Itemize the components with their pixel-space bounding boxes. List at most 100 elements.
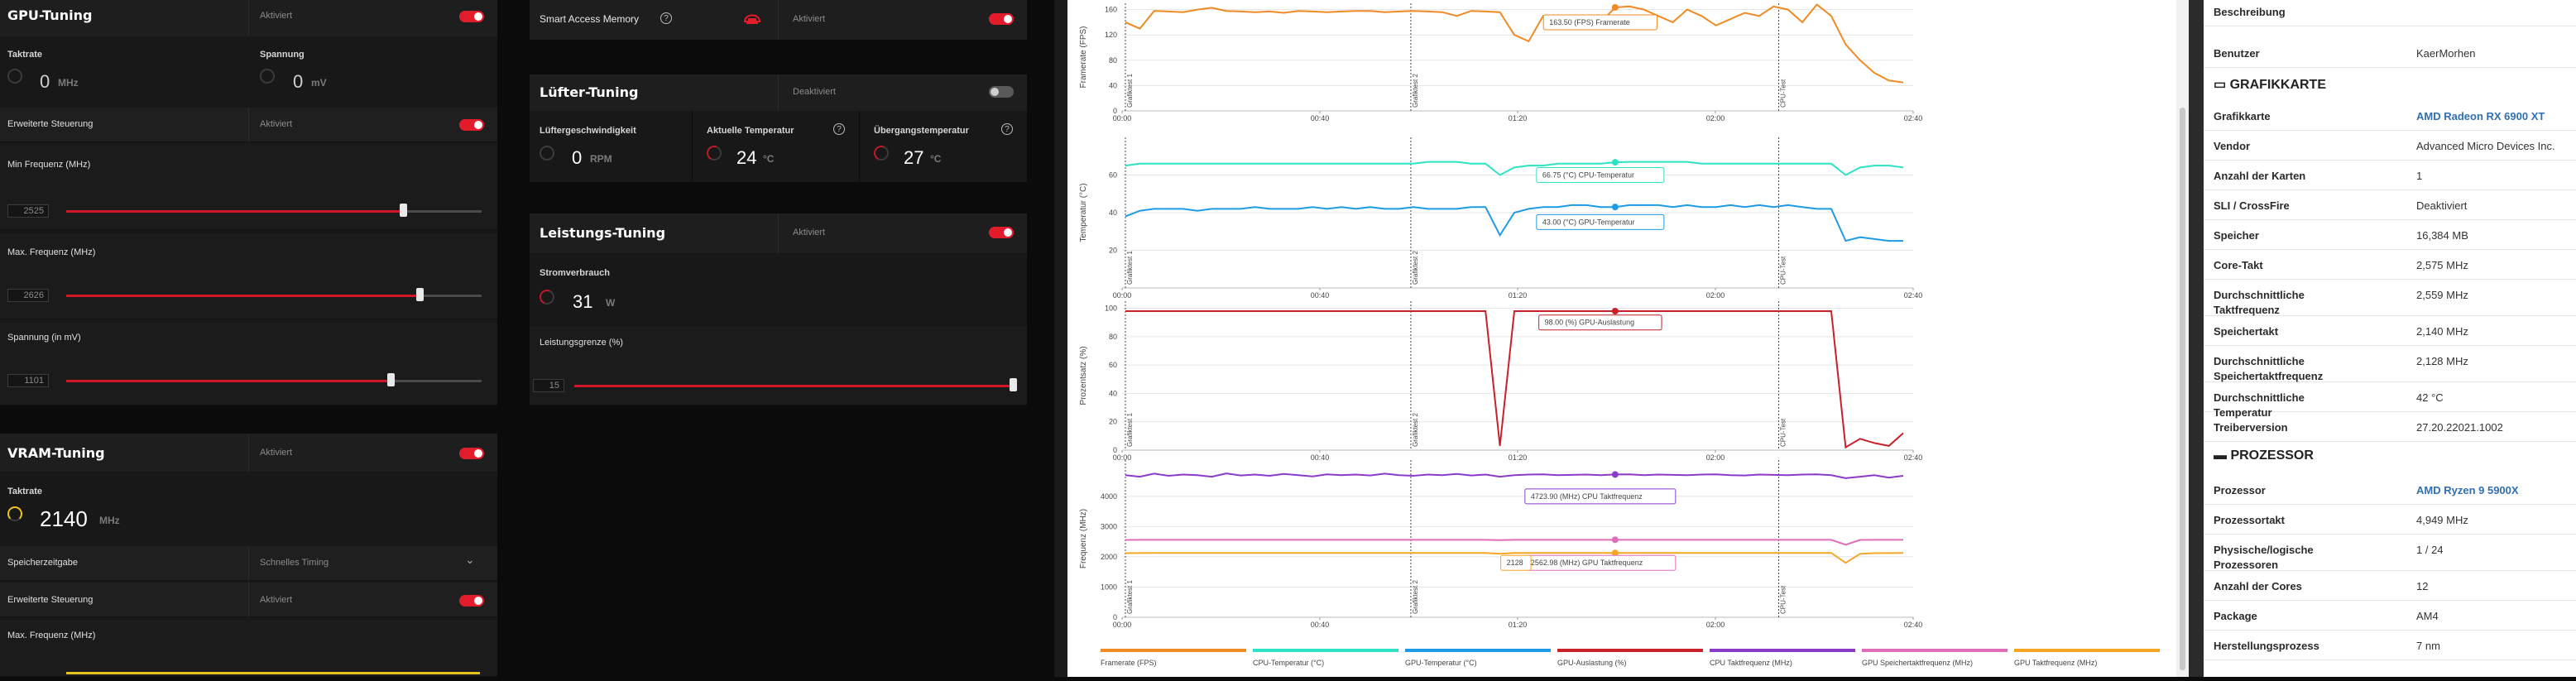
divider: [778, 0, 779, 40]
y-tick-label: 40: [1109, 209, 1117, 217]
series-line: [1125, 204, 1903, 242]
hover-point: [1611, 3, 1619, 11]
tooltip-box: [1542, 14, 1657, 31]
vram-max-freq-slider-fill[interactable]: [66, 672, 480, 674]
info-value: 7 nm: [2416, 640, 2440, 652]
fan-tuning-panel: Lüfter-Tuning Deaktiviert Lüftergeschwin…: [530, 74, 1027, 182]
info-value: Advanced Micro Devices Inc.: [2416, 140, 2555, 152]
max-freq-slider-thumb[interactable]: [416, 288, 424, 301]
chart-scrollbar-thumb[interactable]: [2180, 108, 2185, 670]
chevron-down-icon[interactable]: ⌄: [465, 553, 475, 566]
voltage-slider-thumb[interactable]: [387, 373, 395, 386]
current-temp-unit: °C: [763, 153, 775, 165]
advanced-control-toggle[interactable]: [459, 119, 484, 131]
current-temp-gauge-icon: [704, 143, 724, 163]
min-freq-slider-thumb[interactable]: [400, 204, 407, 217]
memory-timing-label: Speicherzeitgabe: [7, 558, 79, 568]
power-limit-slider-thumb[interactable]: [1010, 378, 1017, 391]
series-line: [1125, 3, 1904, 84]
row-divider: [2204, 381, 2576, 382]
legend-label: CPU Taktfrequenz (MHz): [1710, 659, 1792, 667]
info-value: 1 / 24: [2416, 544, 2444, 556]
row-divider: [2204, 411, 2576, 412]
transition-temp-label: Übergangstemperatur: [874, 126, 969, 136]
info-value: 16,384 MB: [2416, 229, 2468, 242]
power-tuning-toggle[interactable]: [989, 227, 1014, 238]
info-value: 42 °C: [2416, 391, 2444, 404]
fan-tuning-title: Lüfter-Tuning: [540, 84, 639, 100]
y-axis-label: Prozentsatz (%): [1079, 346, 1088, 405]
min-freq-label: Min Frequenz (MHz): [7, 160, 91, 170]
x-tick-label: 00:40: [1311, 114, 1330, 122]
x-tick-label: 00:00: [1113, 621, 1132, 629]
help-icon[interactable]: ?: [1001, 123, 1013, 135]
current-temp-value: 24: [736, 147, 757, 168]
vram-advanced-toggle[interactable]: [459, 595, 484, 607]
x-tick-label: 02:40: [1904, 291, 1923, 300]
help-icon[interactable]: ?: [833, 123, 845, 135]
y-axis-label: Framerate (FPS): [1079, 26, 1088, 88]
lane-label: CPU-Test: [1779, 585, 1787, 614]
taktrate-label: Taktrate: [7, 50, 42, 60]
vram-advanced-label: Erweiterte Steuerung: [7, 595, 94, 605]
x-tick-label: 01:20: [1509, 291, 1528, 300]
divider: [692, 111, 693, 182]
gpu-tuning-status: Aktiviert: [260, 11, 293, 21]
gpu-tuning-toggle[interactable]: [459, 11, 484, 22]
y-tick-label: 80: [1109, 333, 1117, 341]
taktrate-value: 0: [40, 71, 50, 92]
gpu-tuning-panel: GPU-Tuning Aktiviert Taktrate 0 MHz Span…: [0, 0, 497, 405]
min-freq-input[interactable]: 2525: [7, 204, 49, 218]
y-tick-label: 4000: [1101, 492, 1117, 501]
lane-label: Grafiktest 2: [1412, 413, 1419, 447]
spannung-label: Spannung: [260, 50, 305, 60]
vram-tuning-toggle[interactable]: [459, 448, 484, 459]
info-key: Grafikkarte: [2214, 110, 2271, 122]
y-tick-label: 60: [1109, 171, 1117, 180]
x-tick-label: 02:00: [1706, 453, 1725, 462]
lane-label: Grafiktest 1: [1126, 251, 1134, 285]
x-tick-label: 00:40: [1311, 621, 1330, 629]
consumption-label: Stromverbrauch: [540, 268, 610, 278]
consumption-gauge-icon: [537, 287, 557, 307]
info-value: 2,128 MHz: [2416, 355, 2468, 367]
lane-label: CPU-Test: [1779, 79, 1787, 108]
x-tick-label: 00:00: [1113, 453, 1132, 462]
info-key: SLI / CrossFire: [2214, 199, 2290, 212]
fan-tuning-toggle[interactable]: [989, 86, 1014, 98]
y-tick-label: 40: [1109, 389, 1117, 397]
max-freq-input[interactable]: 2626: [7, 289, 49, 302]
y-tick-label: 20: [1109, 418, 1117, 426]
y-tick-label: 100: [1105, 305, 1117, 313]
hover-point: [1611, 308, 1619, 314]
sam-toggle[interactable]: [989, 13, 1014, 25]
divider: [248, 583, 249, 617]
legend-swatch: [1405, 649, 1551, 652]
power-limit-input[interactable]: 15: [533, 379, 564, 392]
info-key: Physische/logische Prozessoren: [2214, 544, 2314, 571]
voltage-input[interactable]: 1101: [7, 374, 49, 387]
row-divider: [2204, 345, 2576, 346]
y-tick-label: 60: [1109, 361, 1117, 369]
hover-point: [1611, 159, 1619, 166]
power-tuning-title: Leistungs-Tuning: [540, 225, 666, 241]
y-tick-label: 2000: [1101, 553, 1117, 561]
info-value-link[interactable]: AMD Ryzen 9 5900X: [2416, 484, 2519, 496]
info-value-link[interactable]: AMD Radeon RX 6900 XT: [2416, 110, 2545, 122]
row-divider: [2204, 441, 2576, 442]
info-value: AM4: [2416, 610, 2439, 622]
max-freq-label: Max. Frequenz (MHz): [7, 247, 96, 257]
y-tick-label: 3000: [1101, 522, 1117, 530]
legend-swatch: [1862, 649, 2008, 652]
row-divider: [2204, 219, 2576, 220]
vram-tuning-title: VRAM-Tuning: [7, 445, 105, 461]
voltage-slider-fill: [66, 380, 391, 382]
y-tick-label: 80: [1109, 56, 1117, 65]
memory-timing-select[interactable]: Schnelles Timing: [260, 558, 329, 568]
x-tick-label: 02:40: [1904, 453, 1923, 462]
legend-label: Framerate (FPS): [1101, 659, 1157, 667]
fan-speed-unit: RPM: [590, 153, 612, 165]
tooltip-box: [1538, 314, 1662, 331]
info-key: Anzahl der Karten: [2214, 170, 2306, 182]
help-icon[interactable]: ?: [660, 12, 672, 24]
